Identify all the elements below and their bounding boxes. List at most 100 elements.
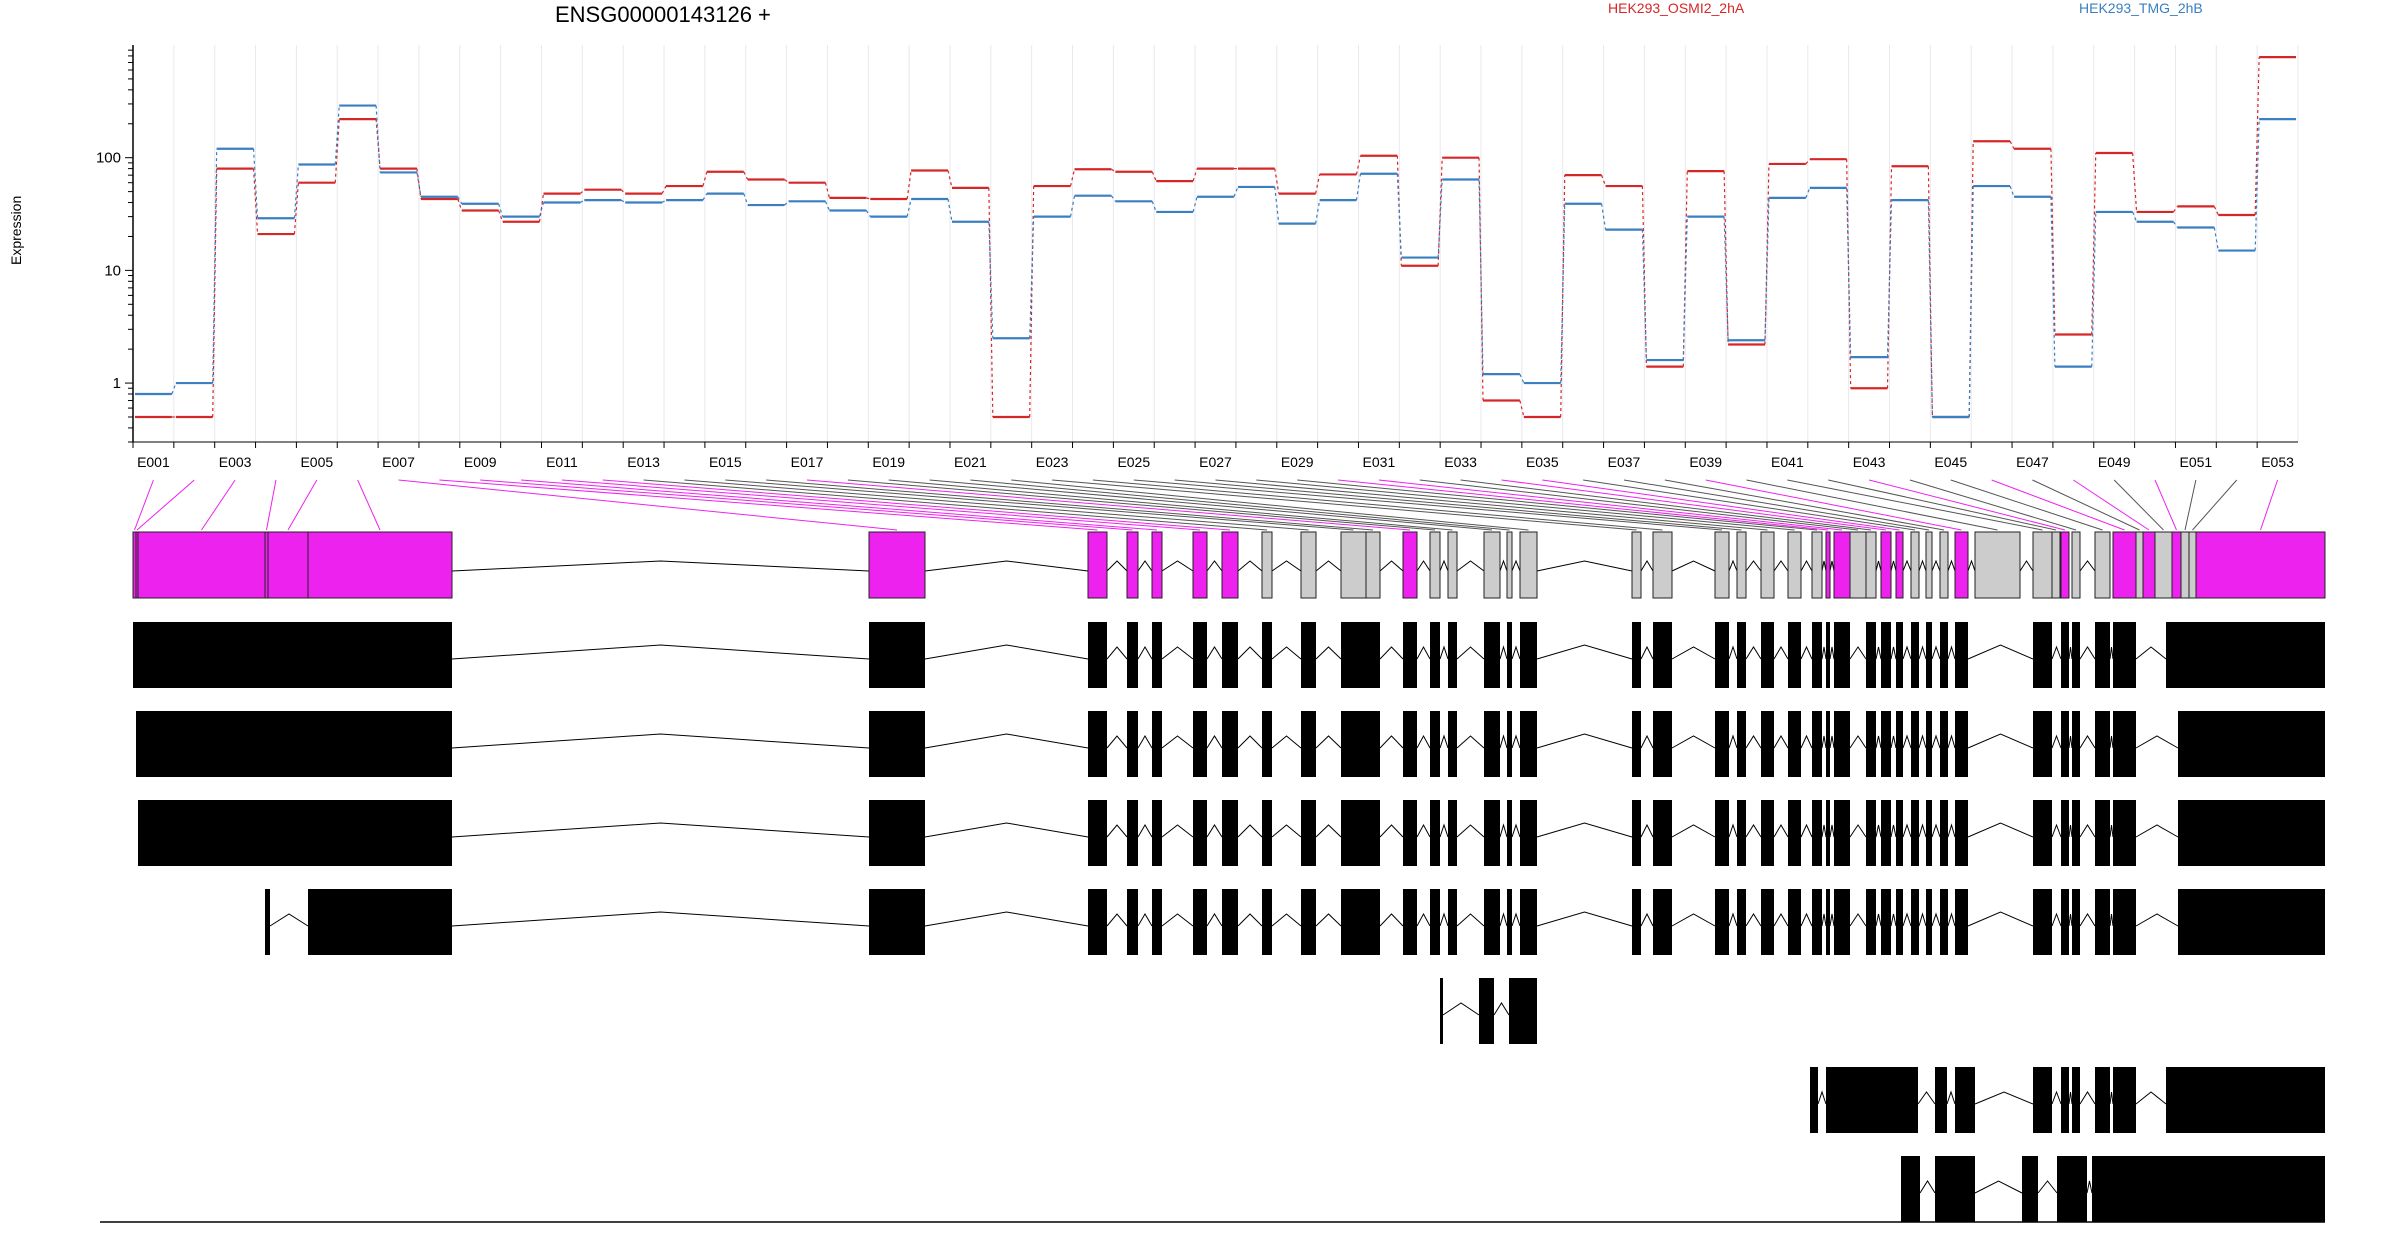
exon-connector <box>287 479 318 531</box>
transcript-exon <box>1826 1067 1918 1133</box>
transcript-exon <box>1812 889 1822 955</box>
transcript-exon <box>1430 889 1440 955</box>
transcript-exon <box>1826 889 1830 955</box>
transcript-exon <box>2072 889 2080 955</box>
transcript-5 <box>1440 978 1537 1044</box>
exon-connector <box>357 479 381 531</box>
transcript-exon <box>2113 711 2136 777</box>
intron-line <box>1829 560 1835 572</box>
transcript-intron <box>1902 823 1912 838</box>
transcript-exon <box>1926 711 1932 777</box>
exon-bin <box>1483 531 1501 599</box>
transcript-exon <box>1507 622 1512 688</box>
y-tick-label: 10 <box>104 262 121 279</box>
transcript-intron <box>2109 824 2114 838</box>
transcript-exon <box>1341 889 1366 955</box>
series-connector <box>2009 185 2015 197</box>
transcript-exon <box>1834 800 1850 866</box>
transcript-intron <box>1315 913 1342 927</box>
exon-bin <box>1939 531 1949 599</box>
transcript-exon <box>1715 622 1729 688</box>
transcript-exon <box>2061 1067 2069 1133</box>
transcript-intron <box>1974 1091 2034 1105</box>
transcript-exon <box>1127 711 1138 777</box>
exon-connector <box>1746 479 1998 531</box>
transcript-exon <box>1632 889 1641 955</box>
transcript-exon <box>2092 1156 2325 1222</box>
series-connector <box>293 182 299 235</box>
transcript-intron <box>1974 1180 2023 1194</box>
series-connector <box>334 105 340 165</box>
exon-label: E039 <box>1689 454 1722 470</box>
exon-connector <box>439 479 1098 531</box>
exon-label: E011 <box>546 454 578 470</box>
exon-label: E021 <box>954 454 987 470</box>
series-connector <box>2132 211 2138 222</box>
transcript-intron <box>1728 912 1738 927</box>
series-connector <box>457 198 463 211</box>
transcript-intron <box>1106 646 1128 660</box>
series-connector <box>2091 211 2097 367</box>
transcript-intron <box>1875 824 1882 838</box>
exon-bin <box>1880 531 1892 599</box>
intron-line <box>1137 560 1153 572</box>
transcript-exon <box>869 711 925 777</box>
series-connector <box>702 193 708 201</box>
exon-connector <box>1542 479 1900 531</box>
series-connector <box>784 200 789 206</box>
series-connector <box>1519 400 1525 418</box>
transcript-intron <box>1416 823 1431 838</box>
transcript-exon <box>136 711 452 777</box>
transcript-intron <box>2068 646 2073 660</box>
transcript-intron <box>1379 824 1404 838</box>
exon-connector <box>2032 479 2140 531</box>
transcript-intron <box>1511 645 1521 660</box>
transcript-exon <box>1761 889 1774 955</box>
transcript-intron <box>1821 913 1827 927</box>
transcript-exon <box>1955 889 1968 955</box>
series-connector <box>1355 173 1362 201</box>
transcript-exon <box>1222 889 1238 955</box>
transcript-exon <box>1896 800 1903 866</box>
intron-line <box>1890 560 1897 572</box>
transcript-intron <box>1439 823 1449 838</box>
transcript-intron <box>1745 824 1762 838</box>
transcript-exon <box>1507 889 1512 955</box>
exon-bin <box>1126 531 1139 599</box>
exon-label: E045 <box>1934 454 1967 470</box>
transcript-intron <box>1137 735 1153 749</box>
transcript-exon <box>1484 800 1500 866</box>
exon-bin <box>1447 531 1458 599</box>
transcript-exon <box>1127 622 1138 688</box>
transcript-intron <box>1849 735 1867 749</box>
exon-bin <box>1895 531 1904 599</box>
transcript-exon <box>2166 1067 2325 1133</box>
transcript-exon <box>1940 889 1948 955</box>
transcript-exon <box>2166 622 2325 688</box>
transcript-intron <box>2068 913 2073 927</box>
exon-connector <box>847 479 1436 531</box>
transcript-intron <box>1271 913 1302 927</box>
exon-label: E005 <box>300 454 333 470</box>
intron-line <box>1671 560 1716 572</box>
transcript-exon <box>1788 800 1801 866</box>
transcript-exon <box>1632 711 1641 777</box>
transcript-intron <box>1499 734 1508 749</box>
transcript-exon <box>1653 711 1672 777</box>
transcript-exon <box>1509 978 1537 1044</box>
series-connector <box>1478 179 1484 375</box>
transcript-intron <box>1536 733 1633 749</box>
exon-connector <box>806 479 1411 531</box>
transcript-exon <box>1507 800 1512 866</box>
exon-bin <box>1760 531 1775 599</box>
intron-line <box>1315 560 1342 572</box>
transcript-intron <box>1875 913 1882 927</box>
intron-line <box>1745 560 1762 572</box>
series-connector <box>2009 140 2015 150</box>
transcript-intron <box>1918 912 1927 927</box>
y-tick-label: 1 <box>113 375 121 392</box>
exon-connector <box>602 479 1231 531</box>
transcript-exon <box>1520 711 1537 777</box>
transcript-exon <box>1403 800 1417 866</box>
